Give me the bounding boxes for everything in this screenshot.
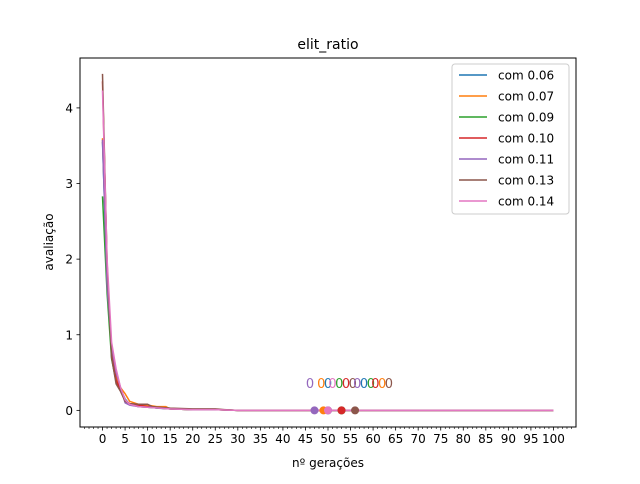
y-tick-label: 2 [65,253,73,267]
x-tick-label: 30 [230,432,245,446]
x-tick-label: 100 [542,432,565,446]
y-tick-label: 1 [65,328,73,342]
point-annotation: 0 [353,377,361,392]
markers-layer [310,406,360,415]
x-tick-label: 70 [411,432,426,446]
end-marker [351,406,360,415]
x-tick-label: 15 [163,432,178,446]
end-marker [310,406,319,415]
legend-label: com 0.11 [498,153,554,167]
legend-label: com 0.14 [498,195,554,209]
point-annotation: 0 [385,377,393,392]
legend-label: com 0.09 [498,111,554,125]
x-tick-label: 95 [523,432,538,446]
x-tick-label: 75 [433,432,448,446]
x-tick-label: 10 [140,432,155,446]
x-tick-label: 45 [298,432,313,446]
y-axis-label: avaliação [42,213,56,270]
point-annotation: 0 [328,377,336,392]
point-annotation: 0 [324,377,332,392]
point-annotation: 0 [349,377,357,392]
x-tick-label: 5 [121,432,129,446]
point-annotation: 0 [335,377,343,392]
x-tick-label: 85 [478,432,493,446]
x-tick-label: 90 [501,432,516,446]
x-tick-label: 25 [208,432,223,446]
x-tick-label: 80 [456,432,471,446]
end-marker [324,406,332,415]
legend-label: com 0.13 [498,174,554,188]
y-tick-label: 0 [65,404,73,418]
x-tick-label: 40 [275,432,290,446]
series-line [101,90,554,412]
x-tick-label: 50 [320,432,335,446]
point-annotation: 0 [367,377,375,392]
y-tick-label: 3 [65,177,73,191]
x-tick-label: 0 [99,432,107,446]
x-tick-label: 35 [253,432,268,446]
y-axis: 0 1 2 3 4 [65,101,80,418]
point-annotation: 0 [306,377,314,392]
point-annotation: 0 [371,377,379,392]
point-annotation: 0 [342,377,350,392]
end-marker [337,406,346,415]
point-annotation: 0 [378,377,386,392]
y-tick-label: 4 [65,101,73,115]
chart-title: elit_ratio [297,37,358,53]
point-annotation: 0 [317,377,325,392]
x-axis: 0 5 10 15 20 25 30 35 40 45 50 55 60 65 70 75 80 85 90 95 10… [84,427,572,446]
x-axis-label: nº gerações [292,456,364,470]
legend-label: com 0.10 [498,132,554,146]
legend-frame [451,63,570,215]
x-tick-label: 20 [185,432,200,446]
point-annotation: 0 [360,377,368,392]
legend: com 0.06 com 0.07 com 0.09 com 0.10 com 0.11… [451,63,570,215]
legend-label: com 0.07 [498,90,554,104]
x-tick-label: 60 [365,432,380,446]
x-tick-label: 55 [343,432,358,446]
x-tick-label: 65 [388,432,403,446]
series-layer [101,73,554,412]
legend-label: com 0.06 [498,69,554,83]
